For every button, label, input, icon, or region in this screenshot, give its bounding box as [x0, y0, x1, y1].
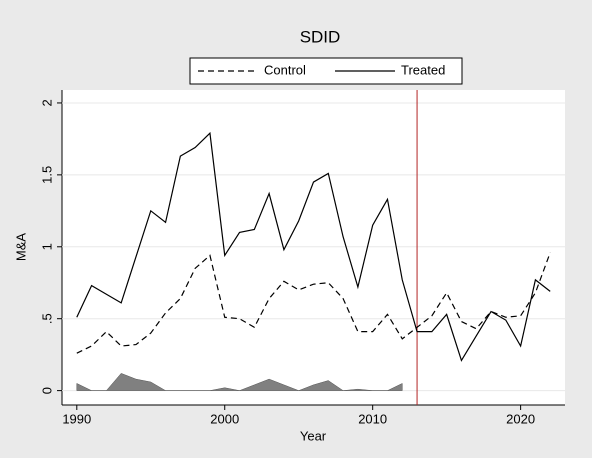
- x-tick-label: 2010: [358, 411, 387, 426]
- series-line: [76, 252, 551, 354]
- legend-label: Treated: [401, 62, 445, 77]
- chart-title: SDID: [300, 27, 341, 46]
- y-tick-label: .5: [39, 313, 54, 324]
- y-tick-label: 0: [39, 387, 54, 394]
- x-tick-label: 2000: [210, 411, 239, 426]
- weights-area: [76, 373, 403, 391]
- x-tick-label: 2020: [506, 411, 535, 426]
- y-axis-label: M&A: [13, 233, 28, 262]
- series-line: [76, 131, 551, 362]
- legend-label: Control: [264, 62, 306, 77]
- plot-area: [62, 90, 565, 405]
- y-tick-label: 1.5: [39, 166, 54, 184]
- y-tick-label: 1: [39, 243, 54, 250]
- legend: [189, 57, 463, 85]
- y-tick-label: 2: [39, 99, 54, 106]
- x-axis-label: Year: [300, 428, 327, 443]
- x-tick-label: 1990: [62, 411, 91, 426]
